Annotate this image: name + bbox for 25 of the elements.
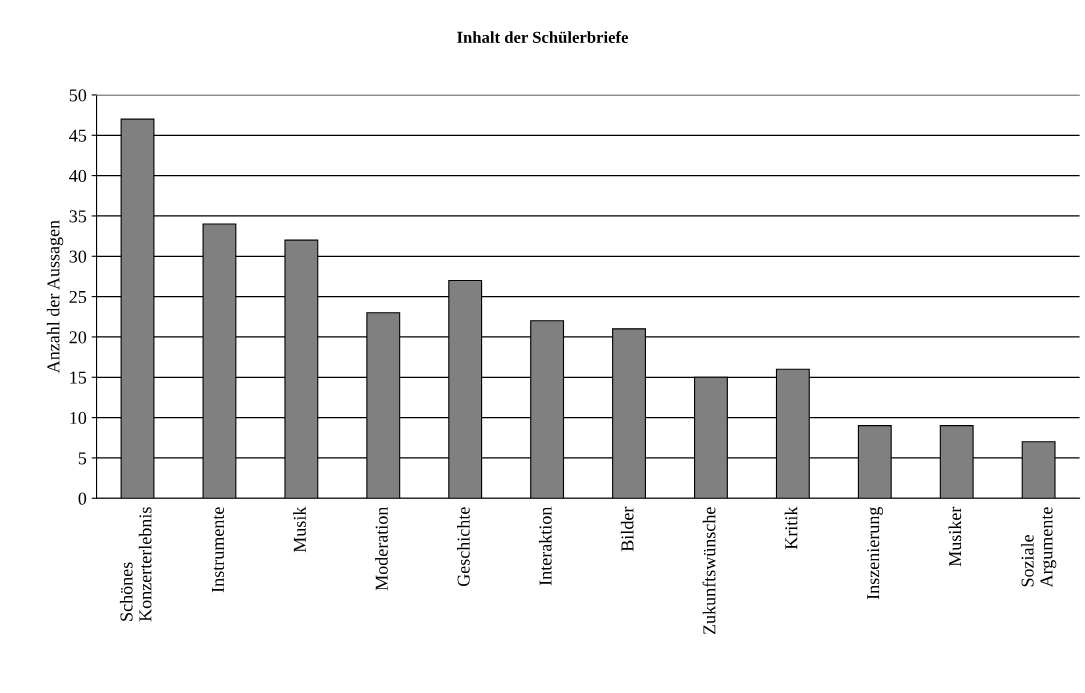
y-tick-label: 20 (69, 331, 87, 344)
x-tick-label: Musik (293, 506, 306, 553)
x-tick-label: Moderation (375, 506, 388, 591)
y-axis-title: Anzahl der Aussagen (46, 220, 64, 374)
y-tick-label: 25 (69, 290, 87, 304)
y-tick-label: 35 (69, 210, 87, 223)
y-tick-label: 30 (69, 250, 87, 263)
x-tick-label: Instrumente (211, 507, 224, 593)
y-tick-label: 10 (70, 411, 87, 425)
x-tick-label: Kritik (784, 506, 798, 550)
y-tick-label: 50 (69, 89, 87, 102)
x-tick-label: Zukunftswünsche (702, 507, 716, 635)
y-tick-label: 45 (69, 129, 87, 142)
x-tick-label: Bilder (620, 506, 634, 552)
x-tick-label: Interaktion (538, 506, 552, 586)
chart-title: Inhalt der Schülerbriefe (457, 31, 629, 43)
x-tick-label: Inszenierung (867, 506, 883, 600)
x-tick-label: Geschichte (457, 507, 470, 587)
x-tick-label: Soziale Argumente (1020, 507, 1057, 588)
x-tick-label: Schönes Konzerterlebnis (119, 507, 152, 622)
x-tick-label: Musiker (948, 506, 962, 567)
y-tick-label: 5 (78, 452, 87, 465)
y-tick-label: 0 (78, 492, 87, 505)
y-tick-label: 40 (69, 169, 87, 183)
y-tick-label: 15 (70, 371, 87, 384)
